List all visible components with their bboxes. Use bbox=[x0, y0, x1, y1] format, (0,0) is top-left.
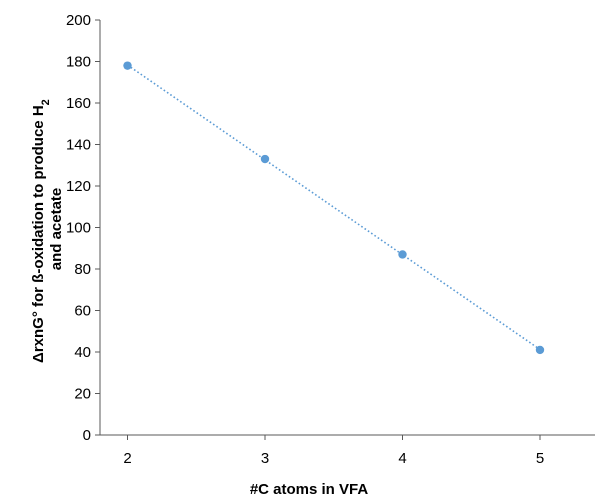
x-tick-label-0: 2 bbox=[123, 450, 131, 467]
y-tick-label-2: 40 bbox=[74, 344, 91, 361]
y-axis-title-line1: ΔrxnG° for ß-oxidation to produce H2 bbox=[30, 99, 52, 363]
y-tick-label-0: 0 bbox=[83, 427, 91, 444]
y-axis-title-line1-text: ΔrxnG° for ß-oxidation to produce H bbox=[30, 105, 47, 363]
y-tick-label-9: 180 bbox=[66, 54, 91, 71]
plot-area: 0 20 40 60 80 100 120 140 160 180 200 2 3 4 5 bbox=[66, 12, 595, 467]
y-tick-label-6: 120 bbox=[66, 178, 91, 195]
y-tick-label-5: 100 bbox=[66, 220, 91, 237]
y-axis-title-line2: and acetate bbox=[48, 188, 65, 271]
y-tick-label-3: 60 bbox=[74, 303, 91, 320]
trendline-0 bbox=[127, 64, 541, 351]
y-tick-label-7: 140 bbox=[66, 137, 91, 154]
y-axis-title-subscript: 2 bbox=[40, 99, 52, 105]
y-tick-label-1: 20 bbox=[74, 386, 91, 403]
y-tick-label-10: 200 bbox=[66, 12, 91, 29]
data-point-0-3 bbox=[535, 345, 545, 355]
x-tick-label-2: 4 bbox=[398, 450, 406, 467]
y-tick-label-8: 160 bbox=[66, 95, 91, 112]
y-axis-title: ΔrxnG° for ß-oxidation to produce H2 and… bbox=[30, 95, 65, 363]
data-point-0-2 bbox=[398, 250, 407, 259]
y-tick-label-4: 80 bbox=[74, 261, 91, 278]
data-point-0-0 bbox=[123, 61, 132, 70]
x-axis-title: #C atoms in VFA bbox=[250, 481, 369, 498]
x-tick-label-1: 3 bbox=[261, 450, 269, 467]
x-tick-label-3: 5 bbox=[536, 450, 544, 467]
data-point-0-1 bbox=[260, 154, 270, 164]
